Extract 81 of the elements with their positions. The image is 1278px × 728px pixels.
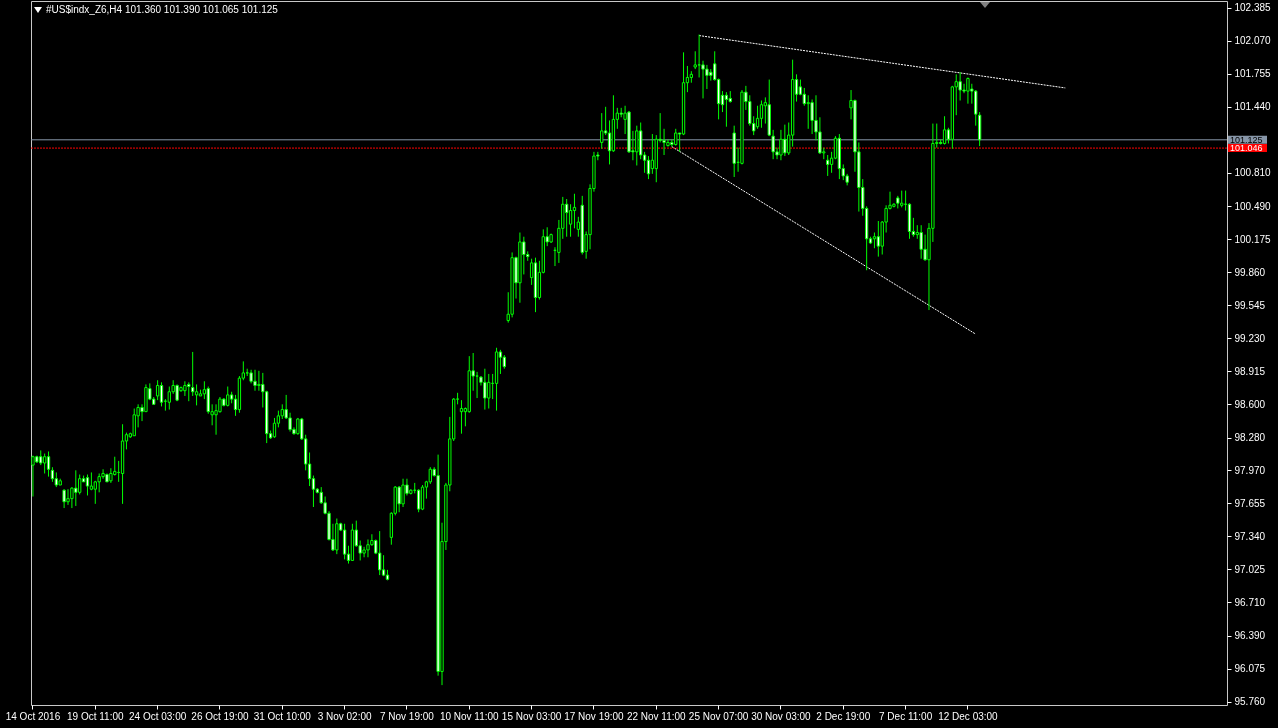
y-tick-label: 95.760 (1234, 696, 1266, 708)
candlestick (783, 124, 787, 157)
candlestick (397, 485, 401, 513)
candlestick (876, 220, 880, 258)
candlestick (779, 129, 783, 161)
candlestick (966, 76, 970, 105)
candlestick (487, 373, 491, 410)
candlestick (46, 450, 51, 478)
x-tick-label: 7 Nov 19:00 (379, 710, 435, 722)
candlestick (572, 193, 577, 229)
candlestick (167, 386, 171, 411)
chart-title: #US$indx_Z6,H4 101.360 101.390 101.065 101.125 (46, 4, 279, 15)
candlestick (66, 488, 70, 506)
candlestick (401, 478, 405, 508)
candlestick (253, 369, 257, 392)
y-tick-label: 96.710 (1234, 596, 1266, 608)
candlestick (607, 119, 612, 165)
candlestick (42, 453, 47, 474)
candlestick (155, 379, 160, 401)
candlestick (159, 381, 164, 407)
y-tick-label: 102.070 (1234, 35, 1272, 47)
y-tick-label: 101.440 (1234, 101, 1272, 113)
y-tick-label: 97.970 (1234, 464, 1266, 476)
x-tick-label: 26 Oct 19:00 (191, 710, 250, 722)
x-tick-label: 12 Dec 03:00 (938, 710, 999, 722)
ref-line-label: 101.125 (1230, 134, 1263, 145)
x-tick-label: 2 Dec 19:00 (816, 710, 871, 722)
candlestick (183, 380, 187, 397)
candlestick (755, 105, 760, 130)
candlestick (366, 538, 370, 558)
y-tick-label: 96.075 (1234, 663, 1266, 675)
candlestick (288, 412, 292, 433)
y-tick-label: 96.390 (1234, 630, 1266, 642)
candlestick (78, 474, 82, 495)
y-tick-label: 99.230 (1234, 332, 1266, 344)
candlestick (568, 203, 573, 238)
candlestick (191, 351, 195, 397)
candlestick (635, 125, 639, 166)
y-tick-label: 97.340 (1234, 530, 1266, 542)
candlestick (646, 155, 651, 180)
x-tick-label: 15 Nov 03:00 (501, 710, 562, 722)
y-tick-label: 100.175 (1234, 233, 1272, 245)
x-tick-label: 22 Nov 11:00 (626, 710, 687, 722)
x-tick-label: 24 Oct 03:00 (128, 710, 187, 722)
candlestick (416, 488, 421, 513)
x-tick-label: 25 Nov 07:00 (688, 710, 749, 722)
y-tick-label: 102.385 (1234, 2, 1272, 14)
y-tick-label: 97.655 (1234, 497, 1266, 509)
candlestick (483, 368, 487, 411)
x-tick-label: 7 Dec 11:00 (879, 710, 933, 722)
y-tick-label: 100.490 (1234, 200, 1272, 212)
candlestick (97, 472, 101, 493)
y-tick-label: 100.810 (1234, 167, 1272, 179)
x-tick-label: 30 Nov 03:00 (751, 710, 812, 722)
candlestick (132, 408, 136, 437)
candlestick (378, 530, 382, 576)
y-tick-label: 98.915 (1234, 365, 1266, 377)
y-tick-label: 98.600 (1234, 398, 1266, 410)
y-tick-label: 99.545 (1234, 299, 1266, 311)
candlestick (62, 488, 66, 509)
x-tick-label: 14 Oct 2016 (5, 710, 61, 722)
y-tick-label: 101.755 (1234, 68, 1272, 80)
candlestick (74, 469, 78, 507)
x-tick-label: 10 Nov 11:00 (439, 710, 500, 722)
x-tick-label: 19 Oct 11:00 (67, 710, 124, 722)
candlestick (806, 94, 810, 130)
candlestick (650, 133, 655, 175)
candlestick (759, 100, 764, 129)
candlestick (420, 484, 425, 511)
ref-line-label: 101.046 (1230, 143, 1263, 154)
candlestick (257, 370, 261, 392)
candlestick (459, 399, 464, 435)
candlestick (826, 154, 830, 177)
candlestick (919, 224, 923, 260)
candlestick (565, 198, 569, 238)
y-tick-label: 98.280 (1234, 432, 1266, 444)
y-tick-label: 99.860 (1234, 266, 1266, 278)
x-tick-label: 3 Nov 02:00 (317, 710, 372, 722)
x-tick-label: 31 Oct 10:00 (253, 710, 312, 722)
x-tick-label: 17 Nov 19:00 (564, 710, 625, 722)
y-tick-label: 97.025 (1234, 563, 1266, 575)
